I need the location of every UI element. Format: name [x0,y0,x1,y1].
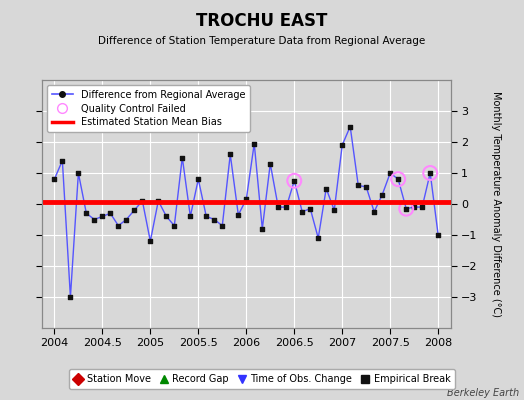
Point [154,198,162,204]
Point [106,210,115,216]
Point [410,204,418,210]
Point [274,204,282,210]
Point [394,176,402,182]
Point [266,160,275,167]
Point [290,178,299,184]
Point [146,238,155,244]
Point [290,178,299,184]
Point [130,207,138,214]
Point [98,213,106,220]
Point [58,157,67,164]
Point [210,216,219,223]
Point [258,226,267,232]
Point [202,213,211,220]
Point [434,232,442,238]
Point [322,185,331,192]
Point [330,207,339,214]
Text: TROCHU EAST: TROCHU EAST [196,12,328,30]
Point [114,222,123,229]
Point [386,170,395,176]
Point [362,184,370,190]
Point [138,198,147,204]
Legend: Station Move, Record Gap, Time of Obs. Change, Empirical Break: Station Move, Record Gap, Time of Obs. C… [69,370,455,389]
Point [50,176,59,182]
Point [226,151,234,158]
Point [426,170,434,176]
Point [354,182,363,189]
Text: Berkeley Earth: Berkeley Earth [446,388,519,398]
Point [306,206,314,212]
Point [194,176,202,182]
Point [402,206,410,212]
Point [370,208,378,215]
Text: Difference of Station Temperature Data from Regional Average: Difference of Station Temperature Data f… [99,36,425,46]
Point [418,204,427,210]
Point [82,210,91,216]
Point [122,216,130,223]
Point [338,142,346,148]
Legend: Difference from Regional Average, Quality Control Failed, Estimated Station Mean: Difference from Regional Average, Qualit… [47,85,250,132]
Point [178,154,187,161]
Point [170,222,179,229]
Point [90,216,99,223]
Point [394,176,402,182]
Point [298,208,307,215]
Point [426,170,434,176]
Point [402,206,410,212]
Point [378,192,386,198]
Point [218,222,226,229]
Point [250,140,258,147]
Point [162,213,170,220]
Point [282,204,290,210]
Point [186,213,194,220]
Y-axis label: Monthly Temperature Anomaly Difference (°C): Monthly Temperature Anomaly Difference (… [492,91,501,317]
Point [242,196,250,202]
Point [234,212,243,218]
Point [74,170,83,176]
Point [66,294,74,300]
Point [346,123,354,130]
Point [314,235,322,241]
